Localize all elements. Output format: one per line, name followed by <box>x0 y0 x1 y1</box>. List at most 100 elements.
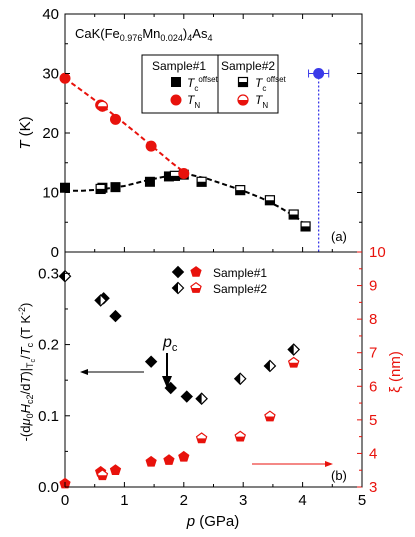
legend-marker-tc-s1 <box>171 77 181 87</box>
point-tc_s1 <box>60 182 70 193</box>
panel-a-y-axis-label: T (K) <box>17 116 34 149</box>
legend-b-markers <box>171 265 202 295</box>
legend-marker-tc-s2 <box>237 76 249 88</box>
panel-b-x-ticks: 0 1 2 3 4 5 <box>61 482 366 509</box>
left-axis-arrow-head <box>80 369 88 375</box>
point-slope_s2 <box>94 294 107 307</box>
y-tick-label-left: 0.0 <box>38 479 59 496</box>
pc-annotation: pc <box>162 334 178 354</box>
point-tc_s2 <box>300 221 311 232</box>
point-slope_s1 <box>180 390 193 403</box>
point-tn_s1 <box>59 72 71 84</box>
y-tick-label-right: 9 <box>369 278 377 295</box>
point-xi_s2 <box>234 430 246 442</box>
y-tick-label-right: 5 <box>369 412 377 429</box>
x-tick-label: 4 <box>298 492 306 509</box>
x-tick-label: 2 <box>180 492 188 509</box>
point-tc_s2 <box>95 183 106 195</box>
y-tick-label: 30 <box>42 66 59 83</box>
right-axis-arrow-head <box>325 461 333 467</box>
panel-a-y-ticks: 0 10 20 30 40 <box>42 6 362 261</box>
y-tick-label-right: 4 <box>369 445 377 462</box>
legend-a-label-tc-1: Tcoffset <box>187 75 219 93</box>
legend-a-label-tn-2: TN <box>255 93 268 110</box>
y-tick-label-left: 0.1 <box>38 408 59 425</box>
fit-line-2 <box>65 173 310 229</box>
legend-marker-xi-s1 <box>190 266 202 277</box>
panel-b-marks <box>58 269 301 489</box>
legend-a-label-tn-1: TN <box>187 93 200 110</box>
panel-b-left-y-axis-label: -(dμ0Hc2/dT)|Tc/Tc (T K-2) <box>17 303 37 442</box>
panel-a-legend: Sample#1 Sample#2 Tcoffset TN Tcoffset T… <box>141 54 287 114</box>
point-xi_s2 <box>96 469 109 481</box>
point-tc_s1 <box>144 176 155 187</box>
x-tick-label: 5 <box>358 492 366 509</box>
y-tick-label-right: 7 <box>369 345 377 362</box>
y-tick-label-right: 10 <box>369 244 386 261</box>
legend-marker-tn-s2 <box>237 94 249 106</box>
panel-b-left-y-ticks: 0.0 0.1 0.2 0.3 <box>38 265 70 496</box>
legend-b-label-1: Sample#1 <box>213 266 267 280</box>
point-xi_s2 <box>195 432 208 444</box>
y-tick-label-right: 3 <box>369 479 377 496</box>
point-xi_s1 <box>109 464 122 475</box>
point-tc_s2 <box>235 185 246 196</box>
point-slope_s1 <box>144 355 158 368</box>
point-slope_s1 <box>109 309 122 323</box>
point-xi_s1 <box>145 455 157 467</box>
point-tn_s1 <box>109 113 121 125</box>
legend-a-label-tc-2: Tcoffset <box>255 75 287 93</box>
point-tc_s2 <box>264 195 276 206</box>
legend-marker-tn-s1 <box>170 94 182 106</box>
point-tc_s2 <box>196 176 207 187</box>
panel-b: 0.0 0.1 0.2 0.3 3 4 5 6 7 8 9 10 0 1 2 3 4 5 p (GPa) -(… <box>17 244 404 530</box>
y-tick-label-right: 8 <box>369 311 377 328</box>
point-xi_s2 <box>264 410 276 422</box>
point-tn_s1 <box>145 140 157 152</box>
panel-b-label: (b) <box>331 468 347 483</box>
legend-a-header-2: Sample#2 <box>221 59 275 73</box>
point-slope_s2 <box>287 343 301 356</box>
panel-a-frame <box>64 13 363 253</box>
legend-a-box <box>141 54 279 114</box>
legend-b-label-2: Sample#2 <box>213 282 267 296</box>
point-blue_point <box>313 68 325 79</box>
panel-b-legend: Sample#1 Sample#2 <box>171 265 267 296</box>
point-xi_s2 <box>287 356 300 368</box>
point-tc_s2 <box>169 170 180 181</box>
point-xi_s1 <box>178 450 190 462</box>
legend-a-markers <box>170 76 249 106</box>
y-tick-label-right: 6 <box>369 378 377 395</box>
point-slope_s2 <box>233 372 247 386</box>
legend-a-header-1: Sample#1 <box>152 59 206 73</box>
point-tn_s2 <box>96 100 109 112</box>
y-tick-label: 0 <box>51 244 59 261</box>
point-tc_s1 <box>110 182 121 193</box>
y-tick-label: 20 <box>42 125 59 142</box>
fit-line-1 <box>65 77 191 178</box>
x-tick-label: 0 <box>61 492 69 509</box>
y-tick-label-left: 0.2 <box>38 337 59 354</box>
legend-marker-slope-s1 <box>171 265 185 279</box>
point-slope_s2 <box>58 269 72 283</box>
panel-b-right-y-axis-label: ξ (nm) <box>387 351 404 393</box>
panel-a-marks <box>59 68 330 252</box>
point-tc_s2 <box>288 209 299 220</box>
panel-b-x-axis-label: p (GPa) <box>186 513 240 530</box>
point-tn_s1 <box>178 167 190 179</box>
point-slope_s2 <box>195 392 208 406</box>
y-tick-label: 40 <box>42 6 59 23</box>
panel-a-title: CaK(Fe0.976Mn0.024)4As4 <box>75 26 212 43</box>
x-tick-label: 3 <box>239 492 247 509</box>
y-tick-label: 10 <box>42 185 59 202</box>
x-tick-label: 1 <box>120 492 128 509</box>
panel-a-fit-lines <box>65 77 310 229</box>
legend-marker-xi-s2 <box>190 281 202 293</box>
y-tick-label-left: 0.3 <box>38 265 59 282</box>
point-xi_s1 <box>163 454 175 465</box>
panel-a-label: (a) <box>331 229 347 244</box>
panel-b-right-y-ticks: 3 4 5 6 7 8 9 10 <box>357 244 386 496</box>
legend-marker-slope-s2 <box>171 281 185 295</box>
